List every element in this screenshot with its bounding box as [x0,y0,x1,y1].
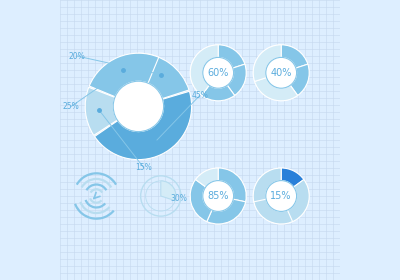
Wedge shape [227,64,246,95]
Wedge shape [218,168,246,202]
Wedge shape [84,200,106,209]
Text: 15%: 15% [270,191,292,201]
Wedge shape [161,181,176,201]
Circle shape [203,181,234,211]
Wedge shape [253,45,281,81]
Circle shape [113,81,164,132]
Text: 30%: 30% [170,194,188,203]
Wedge shape [290,64,309,95]
Circle shape [203,57,234,88]
Wedge shape [190,179,212,221]
Wedge shape [85,87,117,135]
Wedge shape [76,172,117,185]
Wedge shape [254,78,298,101]
Wedge shape [94,91,192,160]
Wedge shape [253,168,309,224]
Circle shape [266,181,296,211]
Text: 40%: 40% [270,68,292,78]
Wedge shape [281,45,308,68]
Wedge shape [253,168,309,224]
Wedge shape [89,53,159,97]
Wedge shape [89,198,102,204]
Wedge shape [218,45,245,68]
Text: 20%: 20% [68,52,85,60]
Circle shape [266,57,296,88]
Text: 25%: 25% [63,102,80,111]
Text: 45%: 45% [192,91,208,100]
Wedge shape [90,188,103,193]
Wedge shape [281,168,304,187]
Wedge shape [138,53,189,99]
Wedge shape [190,45,218,95]
Wedge shape [207,199,246,224]
Wedge shape [202,85,235,101]
Wedge shape [79,201,110,214]
Text: 85%: 85% [208,191,229,201]
Wedge shape [196,168,218,187]
Wedge shape [81,178,112,188]
Wedge shape [253,45,309,101]
Text: 60%: 60% [208,68,229,78]
Text: 15%: 15% [136,164,152,172]
Wedge shape [190,45,246,101]
Wedge shape [86,183,107,191]
Wedge shape [74,203,115,220]
Wedge shape [190,168,246,224]
